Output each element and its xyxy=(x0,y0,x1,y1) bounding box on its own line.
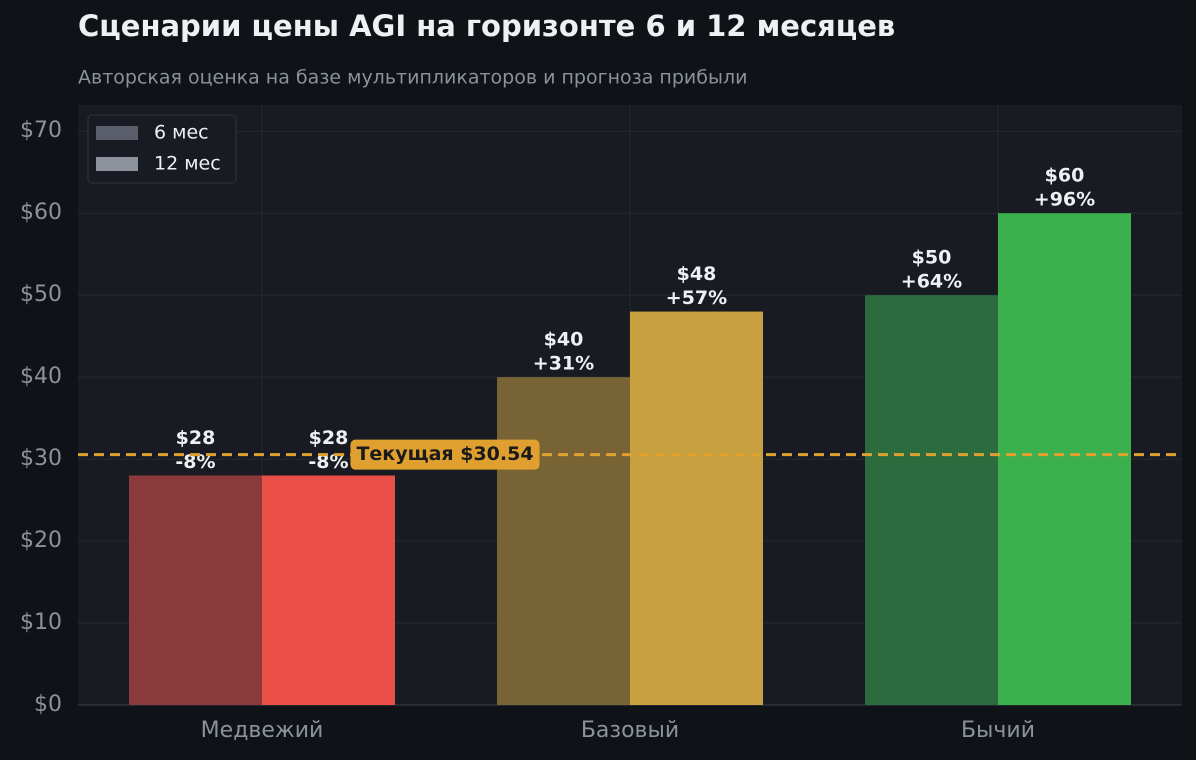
change-label: +64% xyxy=(901,271,962,293)
y-tick-label: $40 xyxy=(20,364,62,389)
reference-label: Текущая $30.54 xyxy=(356,443,533,465)
legend-swatch xyxy=(96,157,138,171)
bar xyxy=(630,311,763,705)
chart-subtitle: Авторская оценка на базе мультипликаторо… xyxy=(78,67,747,89)
bar xyxy=(998,213,1131,705)
value-label: $28 xyxy=(309,427,349,449)
y-tick-label: $50 xyxy=(20,282,62,307)
value-label: $28 xyxy=(176,427,216,449)
legend-label: 6 мес xyxy=(154,122,209,144)
change-label: +96% xyxy=(1034,189,1095,211)
value-label: $50 xyxy=(912,247,952,269)
legend-swatch xyxy=(96,126,138,140)
bar xyxy=(497,377,630,705)
y-tick-label: $10 xyxy=(20,610,62,635)
x-tick-label: Бычий xyxy=(961,718,1035,743)
value-label: $48 xyxy=(677,263,717,285)
change-label: -8% xyxy=(175,451,215,473)
change-label: +57% xyxy=(666,287,727,309)
change-label: -8% xyxy=(308,451,348,473)
chart-title: Сценарии цены AGI на горизонте 6 и 12 ме… xyxy=(78,9,895,43)
x-tick-label: Медвежий xyxy=(201,718,324,743)
value-label: $60 xyxy=(1045,165,1085,187)
y-tick-label: $0 xyxy=(34,692,62,717)
value-label: $40 xyxy=(544,329,584,351)
y-tick-label: $70 xyxy=(20,118,62,143)
x-tick-label: Базовый xyxy=(581,718,679,743)
change-label: +31% xyxy=(533,353,594,375)
bar xyxy=(865,295,998,705)
y-tick-label: $20 xyxy=(20,528,62,553)
legend-label: 12 мес xyxy=(154,153,221,175)
reference-label-box xyxy=(350,439,540,470)
y-tick-label: $30 xyxy=(20,446,62,471)
bar xyxy=(129,475,262,705)
y-tick-label: $60 xyxy=(20,200,62,225)
bar xyxy=(262,475,395,705)
